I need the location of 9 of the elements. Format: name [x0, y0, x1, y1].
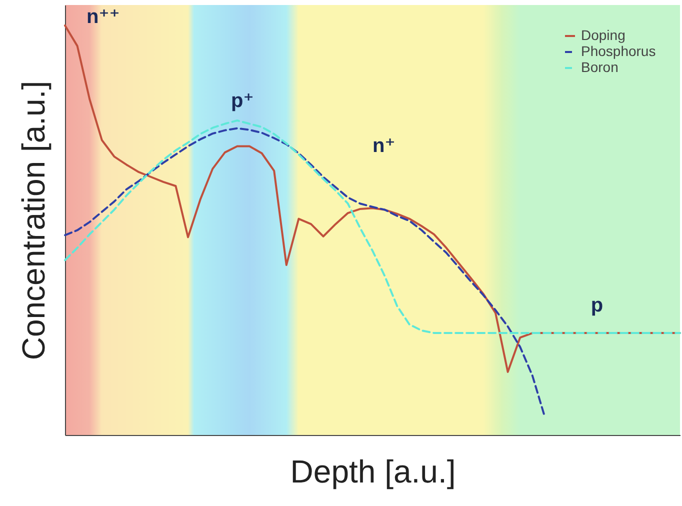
annotation: p⁺ — [231, 90, 254, 112]
y-axis-title: Concentration [a.u.] — [16, 80, 52, 360]
legend-label: Phosphorus — [581, 43, 656, 59]
annotation: n⁺⁺ — [86, 6, 120, 28]
x-axis-title: Depth [a.u.] — [290, 454, 456, 490]
legend-label: Boron — [581, 59, 618, 75]
annotation: n⁺ — [372, 135, 396, 158]
legend-label: Doping — [581, 27, 626, 43]
annotation: p — [590, 294, 604, 316]
